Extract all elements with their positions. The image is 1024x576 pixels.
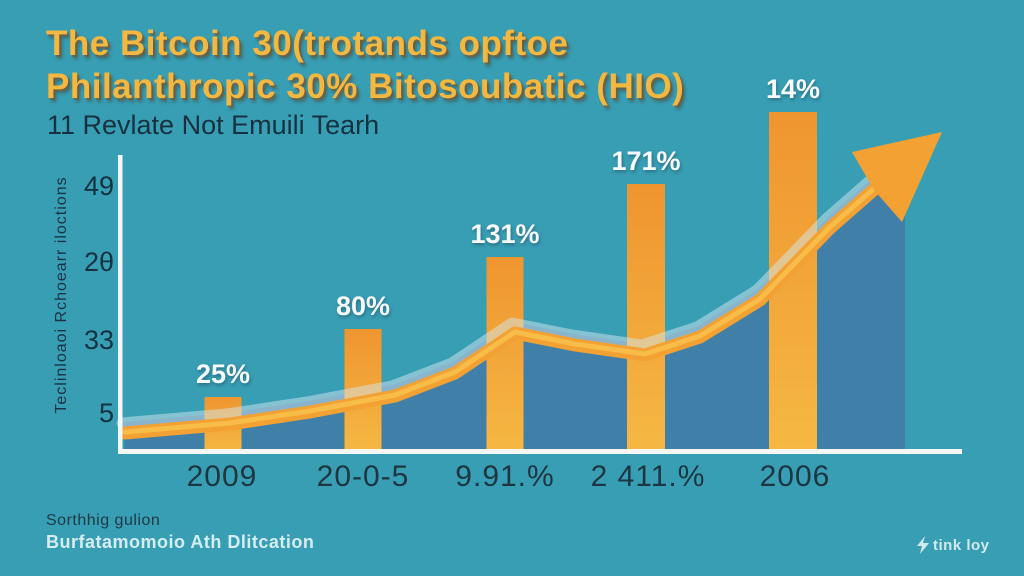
footer-note-line1: Sorthhig gulion xyxy=(46,512,161,529)
x-axis-label: 20-0-5 xyxy=(316,460,410,493)
x-axis-label: 2 411.% xyxy=(590,460,706,493)
bolt-icon xyxy=(917,536,929,554)
bar xyxy=(627,184,665,452)
trend-line-core xyxy=(122,182,881,435)
y-axis-line xyxy=(118,155,123,453)
footer-note-line2: Burfatamomoio Ath Dlitcation xyxy=(46,532,315,552)
y-axis-title: Teclinloaoi Rchoearr iloctions xyxy=(53,176,70,414)
bar-value-label: 80% xyxy=(335,291,391,321)
chart-title-line1: The Bitcoin 30(trotands opftoe xyxy=(46,24,569,63)
y-tick-label: 33 xyxy=(83,325,114,355)
x-axis-label: 2006 xyxy=(759,460,831,493)
bar-value-label: 131% xyxy=(470,219,540,249)
x-axis-label: 9.91.% xyxy=(455,460,555,493)
y-tick-label: 49 xyxy=(83,171,114,201)
bar-value-label: 171% xyxy=(611,146,681,176)
chart-subtitle: 11 Revlate Not Emuili Tearh xyxy=(47,110,380,140)
y-tick-label: 5 xyxy=(98,398,114,428)
y-tick-label: 2θ xyxy=(83,247,114,277)
chart-title-line2: Philanthropic 30% Bitosoubatic (HIO) xyxy=(46,67,685,106)
chart-title: The Bitcoin 30(trotands opftoe Philanthr… xyxy=(46,22,684,108)
x-axis-baseline xyxy=(118,449,962,454)
x-axis-label: 2009 xyxy=(186,460,258,493)
trend-halo xyxy=(116,170,881,429)
bar-value-label: 25% xyxy=(195,359,251,389)
brand-logo: tink loy xyxy=(916,536,990,554)
bar-value-label: 14% xyxy=(765,74,821,104)
arrow-head-icon xyxy=(852,132,942,222)
brand-logo-text: tink loy xyxy=(933,536,990,554)
trend-area-fill xyxy=(123,150,905,452)
